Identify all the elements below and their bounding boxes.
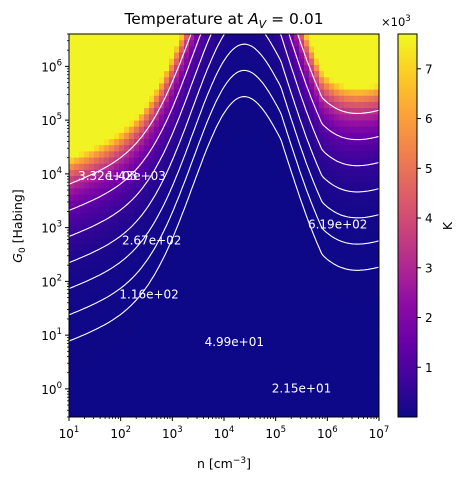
contour-label: 2.15e+01 [272, 381, 331, 395]
x-tick-label: 102 [110, 425, 131, 441]
heatmap [69, 34, 379, 417]
colorbar-ticks: 1 2 3 4 5 6 7 [417, 62, 433, 375]
y-axis: 100 101 102 103 104 105 106 [41, 33, 69, 418]
y-axis-label: G0 [Habing] [10, 189, 28, 262]
colorbar-tick-label: 3 [425, 261, 433, 275]
colorbar-tick-label: 1 [425, 361, 433, 375]
y-tick-label: 102 [41, 273, 62, 289]
y-tick-label: 105 [41, 112, 62, 128]
contour-line [69, 34, 379, 264]
x-tick-label: 103 [162, 425, 183, 441]
x-tick-label: 106 [317, 425, 338, 441]
contour-label: 6.19e+02 [308, 217, 367, 231]
y-tick-label: 100 [41, 381, 62, 397]
colorbar-tick-label: 5 [425, 162, 433, 176]
colorbar [397, 33, 418, 418]
contour-labels: 2.15e+01 4.99e+01 1.16e+02 2.67e+02 6.19e+02… [78, 169, 367, 395]
contour-lines [69, 34, 379, 342]
colorbar-label: K [440, 221, 455, 230]
contour-line [69, 34, 379, 185]
contour-label: 1.43e+03 [106, 169, 165, 183]
contour-line [69, 96, 379, 342]
contour-label: 3.32e+03 [78, 169, 137, 183]
colorbar-tick-label: 6 [425, 112, 433, 126]
y-tick-label: 101 [41, 327, 62, 343]
y-tick-label: 104 [41, 166, 62, 182]
y-tick-label: 103 [41, 220, 62, 236]
x-tick-label: 101 [59, 425, 80, 441]
colorbar-tick-label: 2 [425, 311, 433, 325]
contour-line [69, 34, 379, 211]
x-axis: 101 102 103 104 105 106 107 [59, 417, 390, 441]
colorbar-tick-label: 7 [425, 62, 433, 76]
x-tick-label: 105 [265, 425, 286, 441]
y-tick-label: 106 [41, 58, 62, 74]
colorbar-tick-label: 4 [425, 212, 433, 226]
chart-title: Temperature at AV = 0.01 [123, 10, 323, 31]
x-tick-label: 104 [214, 425, 235, 441]
contour-line [69, 69, 379, 316]
x-axis-label: n [cm−3] [197, 456, 251, 471]
contour-line [69, 34, 379, 237]
contour-line [69, 43, 379, 290]
x-tick-label: 107 [369, 425, 390, 441]
contour-label: 2.67e+02 [122, 234, 181, 248]
colorbar-multiplier: ×103 [381, 14, 411, 29]
contour-label: 1.16e+02 [119, 287, 178, 301]
contour-label: 4.99e+01 [205, 335, 264, 349]
